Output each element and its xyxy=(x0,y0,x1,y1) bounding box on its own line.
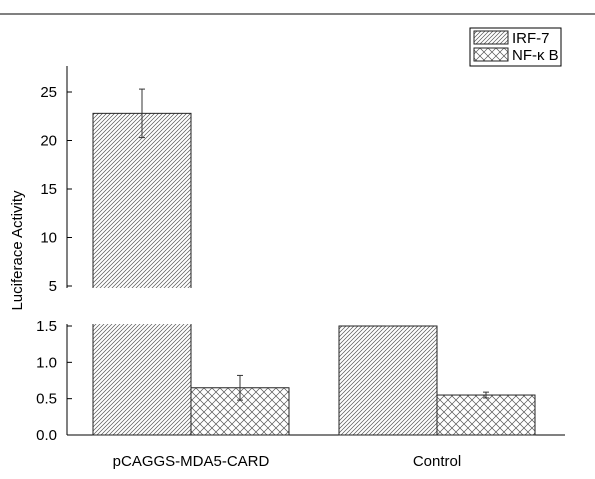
y-tick-label: 10 xyxy=(40,230,57,247)
legend-label-irf-7: IRF-7 xyxy=(512,30,550,47)
axis-break-gap-axis xyxy=(64,288,70,324)
axis-break-gap xyxy=(92,288,192,324)
y-tick-label: 5 xyxy=(49,278,57,295)
y-tick-label: 0.0 xyxy=(36,427,57,444)
y-tick-label: 20 xyxy=(40,133,57,150)
bar-nf-kb-1 xyxy=(436,394,536,436)
bar-irf-7-1 xyxy=(338,325,438,436)
y-tick-label: 1.5 xyxy=(36,318,57,335)
x-category-label: Control xyxy=(413,453,461,470)
legend-swatch-irf-7 xyxy=(473,30,509,45)
y-tick-label: 15 xyxy=(40,181,57,198)
bar-irf-7-0 xyxy=(92,112,192,436)
x-category-label: pCAGGS-MDA5-CARD xyxy=(113,453,270,470)
legend-swatch-nf-kb xyxy=(473,47,509,62)
legend-label-nf-kb: NF-κ B xyxy=(512,47,559,64)
axis-break-gap xyxy=(338,288,438,324)
y-tick-label: 1.0 xyxy=(36,354,57,371)
y-tick-label: 25 xyxy=(40,84,57,101)
y-tick-label: 0.5 xyxy=(36,391,57,408)
y-axis-label: Luciferace Activity xyxy=(9,190,26,311)
